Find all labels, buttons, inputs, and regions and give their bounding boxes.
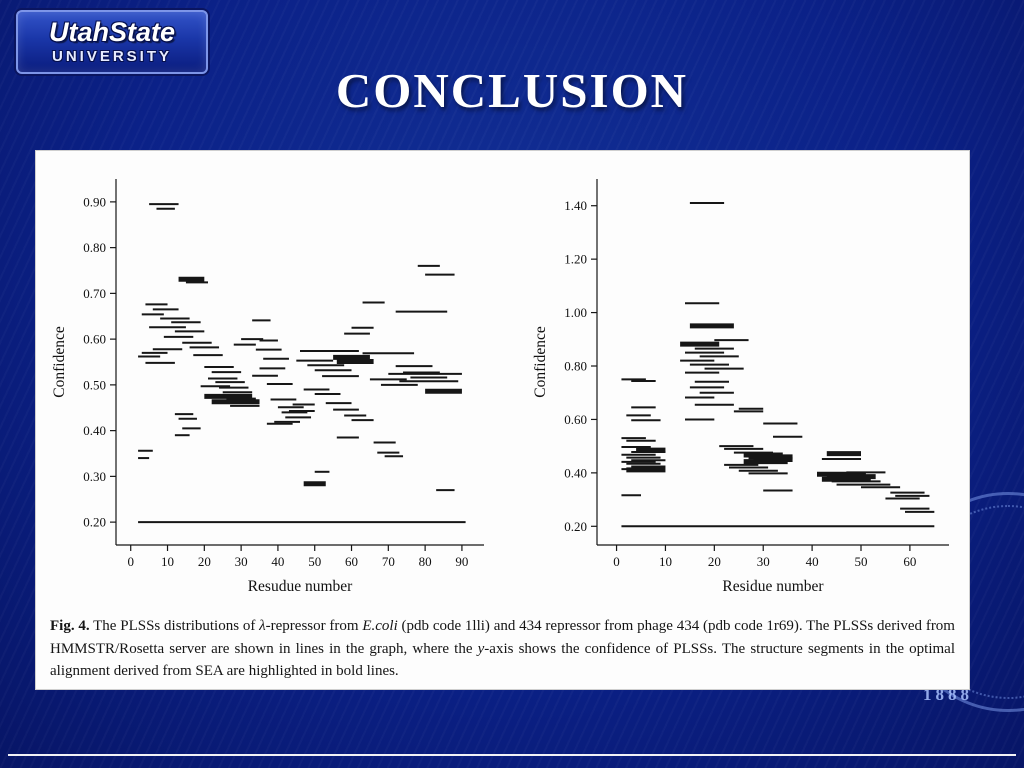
svg-text:1.20: 1.20 [564, 252, 587, 267]
svg-text:80: 80 [419, 554, 432, 569]
svg-text:Resudue number: Resudue number [248, 578, 353, 595]
svg-text:10: 10 [161, 554, 174, 569]
right-plot: 1.40 1.20 1.00 0.80 0.60 0.40 0.20 0 10 20 30 40 50 6… [525, 165, 961, 601]
plot-svg: 0.90 0.80 0.70 0.60 0.50 0.40 0.30 0.20 0 10 20 30 4… [51, 179, 484, 595]
svg-text:0.80: 0.80 [564, 359, 587, 374]
svg-text:50: 50 [308, 554, 321, 569]
university-logo: UtahState UNIVERSITY [16, 10, 208, 74]
logo-subtext: UNIVERSITY [51, 48, 172, 65]
svg-text:40: 40 [806, 554, 819, 569]
svg-text:0.40: 0.40 [564, 465, 587, 480]
footer-line [8, 754, 1016, 756]
svg-text:90: 90 [455, 554, 468, 569]
svg-text:20: 20 [198, 554, 211, 569]
svg-text:1.40: 1.40 [564, 198, 587, 213]
svg-text:Residue number: Residue number [722, 578, 824, 595]
svg-text:60: 60 [345, 554, 358, 569]
svg-text:30: 30 [757, 554, 770, 569]
svg-text:20: 20 [708, 554, 721, 569]
plot-svg: 1.40 1.20 1.00 0.80 0.60 0.40 0.20 0 10 20 30 40 50 6… [532, 179, 949, 595]
svg-text:60: 60 [903, 554, 916, 569]
charts-row: 0.90 0.80 0.70 0.60 0.50 0.40 0.30 0.20 0 10 20 30 4… [36, 151, 969, 601]
svg-text:50: 50 [855, 554, 868, 569]
figure-panel: 0.90 0.80 0.70 0.60 0.50 0.40 0.30 0.20 0 10 20 30 4… [35, 150, 970, 690]
svg-text:0.20: 0.20 [564, 519, 587, 534]
logo-wordmark: UtahState [48, 17, 176, 47]
svg-text:0.40: 0.40 [83, 423, 106, 438]
svg-text:0.20: 0.20 [83, 515, 106, 530]
svg-text:0.60: 0.60 [83, 332, 106, 347]
svg-text:0.80: 0.80 [83, 240, 106, 255]
svg-text:0.30: 0.30 [83, 469, 106, 484]
svg-text:1.00: 1.00 [564, 305, 587, 320]
svg-text:Confidence: Confidence [51, 326, 68, 398]
left-plot: 0.90 0.80 0.70 0.60 0.50 0.40 0.30 0.20 0 10 20 30 4… [44, 165, 496, 601]
svg-text:0: 0 [127, 554, 134, 569]
svg-text:70: 70 [382, 554, 395, 569]
slide-title: CONCLUSION [335, 63, 689, 118]
svg-text:10: 10 [659, 554, 672, 569]
figure-caption: Fig. 4. The PLSSs distributions of λ-rep… [50, 618, 955, 679]
svg-text:0: 0 [613, 554, 620, 569]
svg-text:0.60: 0.60 [564, 412, 587, 427]
svg-text:0.90: 0.90 [83, 194, 106, 209]
svg-text:Confidence: Confidence [532, 326, 549, 398]
svg-text:40: 40 [271, 554, 284, 569]
svg-text:30: 30 [235, 554, 248, 569]
svg-text:0.70: 0.70 [83, 286, 106, 301]
svg-text:0.50: 0.50 [83, 377, 106, 392]
